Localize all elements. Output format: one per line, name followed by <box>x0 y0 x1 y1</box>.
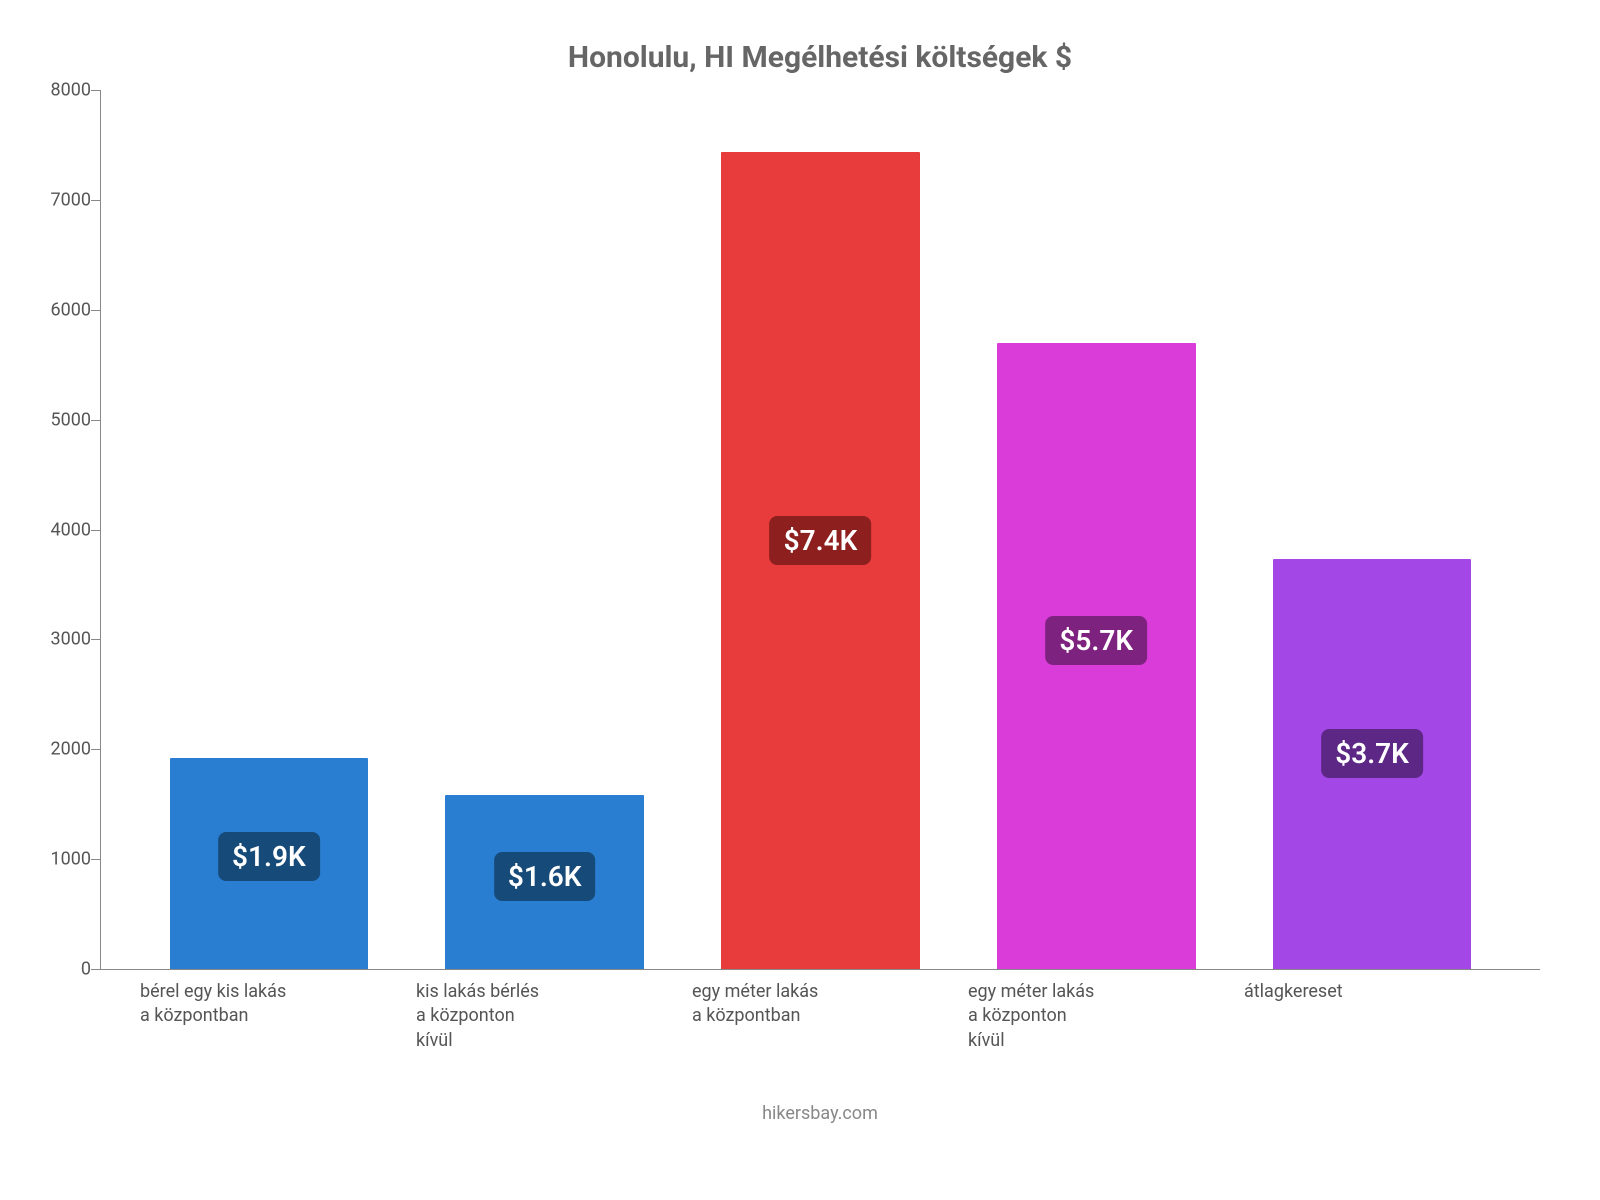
y-tick-label: 7000 <box>31 189 91 210</box>
x-axis-label: kis lakás bérlés a központon kívül <box>406 980 682 1053</box>
bar-slot: $1.9K <box>131 90 407 969</box>
x-axis-label: egy méter lakás a központon kívül <box>958 980 1234 1053</box>
chart-footer: hikersbay.com <box>100 1103 1540 1124</box>
y-tick <box>91 859 101 860</box>
bar: $7.4K <box>721 152 920 969</box>
bar-value-badge: $1.6K <box>494 852 596 901</box>
bar: $1.9K <box>170 758 369 969</box>
bar-value-badge: $1.9K <box>218 832 320 881</box>
bars-container: $1.9K $1.6K $7.4K $5.7K $3.7K <box>101 90 1540 969</box>
bar-value-badge: $3.7K <box>1321 729 1423 778</box>
y-tick <box>91 310 101 311</box>
y-tick <box>91 969 101 970</box>
x-axis-label: egy méter lakás a központban <box>682 980 958 1053</box>
y-tick-label: 0 <box>31 959 91 980</box>
plot-area: $1.9K$1.6K$7.4K$5.7K$3.7K 01000200030004… <box>100 90 1540 970</box>
bar: $1.6K <box>445 795 644 969</box>
y-tick <box>91 420 101 421</box>
bar-slot: $5.7K <box>958 90 1234 969</box>
x-axis-labels: bérel egy kis lakás a központbankis laká… <box>100 970 1540 1053</box>
y-tick-label: 6000 <box>31 299 91 320</box>
bar: $5.7K <box>997 343 1196 969</box>
bar-slot: $3.7K <box>1234 90 1510 969</box>
cost-of-living-bar-chart: Honolulu, HI Megélhetési költségek $ $1.… <box>0 0 1600 1200</box>
y-tick <box>91 200 101 201</box>
y-tick-label: 3000 <box>31 629 91 650</box>
bar-value-badge: $7.4K <box>770 516 872 565</box>
y-tick-label: 2000 <box>31 739 91 760</box>
bar-value-badge: $5.7K <box>1045 616 1147 665</box>
bar-slot: $1.6K <box>407 90 683 969</box>
bar: $3.7K <box>1273 559 1472 969</box>
y-tick <box>91 90 101 91</box>
y-tick-label: 4000 <box>31 519 91 540</box>
y-tick <box>91 530 101 531</box>
y-tick-label: 1000 <box>31 849 91 870</box>
chart-title: Honolulu, HI Megélhetési költségek $ <box>100 40 1540 75</box>
x-axis-label: bérel egy kis lakás a központban <box>130 980 406 1053</box>
y-tick-label: 8000 <box>31 80 91 101</box>
y-tick <box>91 639 101 640</box>
y-tick-label: 5000 <box>31 409 91 430</box>
y-tick <box>91 749 101 750</box>
x-axis-label: átlagkereset <box>1234 980 1510 1053</box>
bar-slot: $7.4K <box>683 90 959 969</box>
